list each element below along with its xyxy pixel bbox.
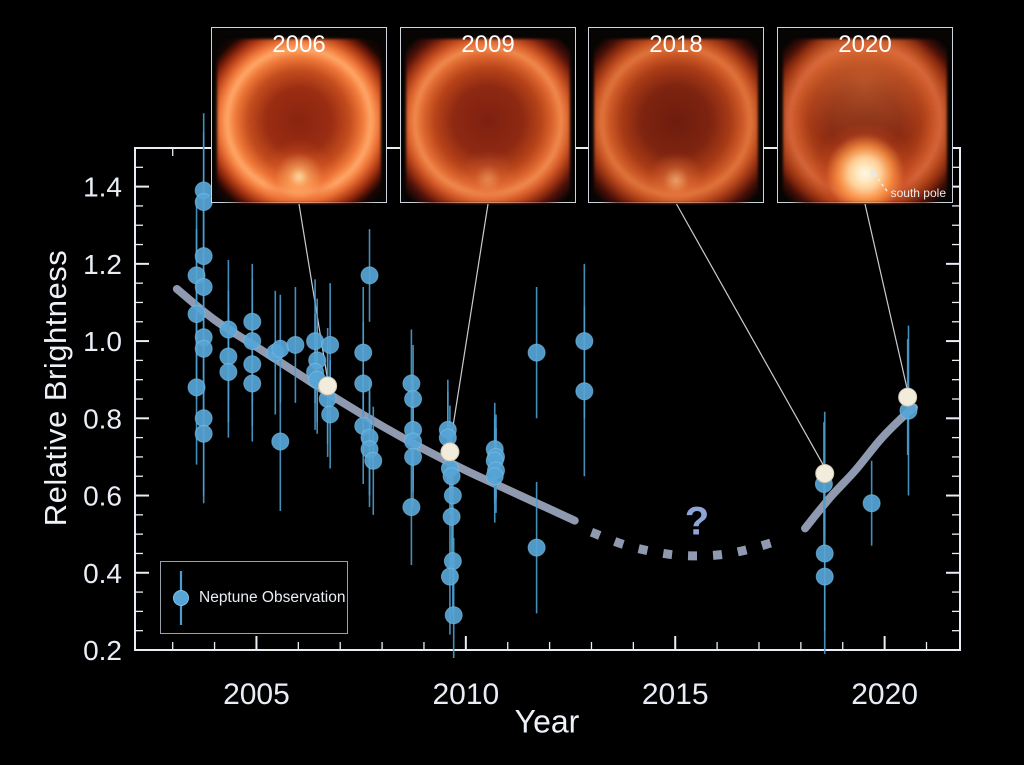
data-point bbox=[321, 335, 340, 354]
data-point bbox=[194, 278, 213, 297]
neptune-thermal-image-2018 bbox=[594, 39, 758, 203]
data-point bbox=[440, 567, 459, 586]
data-point bbox=[219, 347, 238, 366]
data-point bbox=[187, 305, 206, 324]
x-tick-label: 2005 bbox=[223, 678, 290, 711]
south-pole-label: south pole bbox=[890, 186, 946, 200]
data-point bbox=[404, 390, 423, 408]
data-point bbox=[575, 382, 594, 401]
data-point bbox=[187, 378, 206, 397]
x-axis-title: Year bbox=[514, 703, 580, 740]
data-point bbox=[271, 339, 290, 358]
data-point bbox=[194, 247, 213, 266]
data-point bbox=[442, 507, 461, 526]
data-point bbox=[815, 567, 834, 586]
data-point bbox=[354, 343, 373, 362]
trend-line-early bbox=[172, 284, 579, 525]
y-axis-title: Relative Brightness bbox=[38, 249, 73, 527]
legend-label: Neptune Observation bbox=[199, 588, 346, 606]
y-tick-label: 0.4 bbox=[83, 558, 122, 589]
data-point bbox=[243, 355, 262, 374]
inset-year-label: 2006 bbox=[272, 31, 326, 58]
y-tick-label: 0.8 bbox=[83, 403, 122, 434]
south-pole-arrow-icon bbox=[870, 169, 888, 192]
x-tick-label: 2010 bbox=[432, 678, 499, 711]
y-tick-label: 1.2 bbox=[83, 249, 122, 280]
highlighted-data-point bbox=[815, 464, 835, 484]
data-point bbox=[194, 409, 213, 428]
highlighted-data-point bbox=[440, 442, 460, 462]
data-point bbox=[306, 332, 325, 351]
inset-connector-line bbox=[864, 203, 909, 392]
inset-year-label: 2018 bbox=[649, 31, 703, 58]
legend: Neptune Observation bbox=[160, 561, 348, 634]
y-tick-label: 0.2 bbox=[83, 635, 122, 666]
data-point bbox=[402, 374, 421, 393]
x-tick-label: 2015 bbox=[642, 678, 709, 711]
y-tick-label: 0.6 bbox=[83, 481, 122, 512]
y-tick-label: 1.4 bbox=[83, 172, 122, 203]
data-point bbox=[219, 362, 238, 381]
data-point bbox=[354, 374, 373, 393]
highlighted-data-point bbox=[898, 387, 918, 407]
data-point bbox=[364, 451, 383, 470]
inset-year-label: 2020 bbox=[838, 31, 892, 58]
data-point bbox=[402, 498, 421, 517]
data-point bbox=[194, 424, 213, 443]
data-point bbox=[443, 552, 462, 571]
data-point bbox=[527, 343, 546, 362]
data-point bbox=[444, 606, 463, 625]
inset-panel-2018: 2018 bbox=[588, 27, 764, 203]
inset-year-label: 2009 bbox=[461, 31, 515, 58]
data-point bbox=[443, 486, 462, 505]
data-point bbox=[575, 332, 594, 351]
data-point bbox=[243, 332, 262, 351]
data-point bbox=[485, 467, 504, 486]
data-point bbox=[404, 432, 423, 451]
data-point bbox=[527, 538, 546, 557]
legend-marker-icon bbox=[173, 570, 189, 625]
data-point bbox=[194, 339, 213, 358]
data-point bbox=[286, 335, 305, 354]
inset-panel-2006: 2006 bbox=[211, 27, 387, 203]
data-point bbox=[219, 320, 238, 339]
data-point bbox=[442, 467, 461, 486]
y-tick-label: 1.0 bbox=[83, 326, 122, 357]
inset-panel-2020: 2020 south pole bbox=[777, 27, 953, 203]
highlighted-data-point bbox=[318, 376, 338, 396]
data-point bbox=[194, 193, 213, 212]
neptune-thermal-image-2009 bbox=[406, 39, 570, 203]
neptune-thermal-image-2020 bbox=[783, 39, 947, 203]
data-point bbox=[243, 374, 262, 393]
data-point bbox=[243, 312, 262, 331]
data-point bbox=[321, 405, 340, 424]
inset-connector-line bbox=[298, 203, 329, 380]
data-point bbox=[360, 266, 379, 285]
data-point bbox=[815, 544, 834, 563]
neptune-thermal-image-2006 bbox=[217, 39, 381, 203]
x-tick-label: 2020 bbox=[851, 678, 918, 711]
data-point bbox=[404, 447, 423, 466]
data-point bbox=[862, 494, 881, 513]
data-point bbox=[271, 432, 290, 451]
question-mark: ? bbox=[684, 499, 710, 544]
inset-panel-2009: 2009 bbox=[400, 27, 576, 203]
inset-connector-line bbox=[449, 203, 489, 446]
inset-connector-line bbox=[675, 203, 826, 468]
